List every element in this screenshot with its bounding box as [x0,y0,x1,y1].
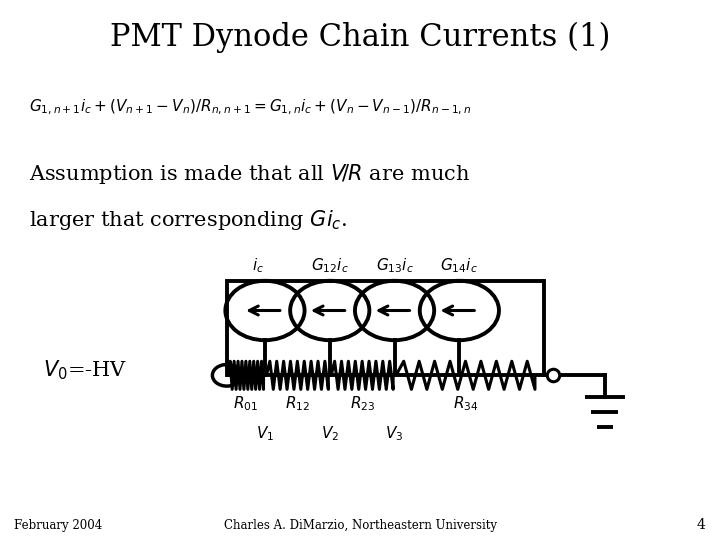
Text: $V_0$=-HV: $V_0$=-HV [43,358,127,382]
Text: $G_{1,n+1}i_c + (V_{n+1} - V_n)/ R_{n,n+1} = G_{1,n}i_c + (V_n - V_{n-1})/ R_{n-: $G_{1,n+1}i_c + (V_{n+1} - V_n)/ R_{n,n+… [29,97,471,117]
Text: $V_1$: $V_1$ [256,424,274,443]
Text: larger that corresponding $Gi_c$.: larger that corresponding $Gi_c$. [29,208,347,232]
Text: Assumption is made that all $V\!/R$ are much: Assumption is made that all $V\!/R$ are … [29,162,470,186]
Text: $G_{13}i_c$: $G_{13}i_c$ [376,256,413,275]
Text: $R_{23}$: $R_{23}$ [349,394,375,413]
Text: $G_{14}i_c$: $G_{14}i_c$ [441,256,478,275]
Text: 4: 4 [697,518,706,532]
Text: $R_{34}$: $R_{34}$ [453,394,478,413]
Text: $i_c$: $i_c$ [252,256,264,275]
Text: $R_{12}$: $R_{12}$ [285,394,310,413]
Text: February 2004: February 2004 [14,519,103,532]
Text: $V_2$: $V_2$ [320,424,339,443]
Text: $G_{12}i_c$: $G_{12}i_c$ [311,256,348,275]
Text: PMT Dynode Chain Currents (1): PMT Dynode Chain Currents (1) [110,22,610,53]
Text: $R_{01}$: $R_{01}$ [233,394,258,413]
Text: Charles A. DiMarzio, Northeastern University: Charles A. DiMarzio, Northeastern Univer… [223,519,497,532]
Text: $V_3$: $V_3$ [385,424,404,443]
